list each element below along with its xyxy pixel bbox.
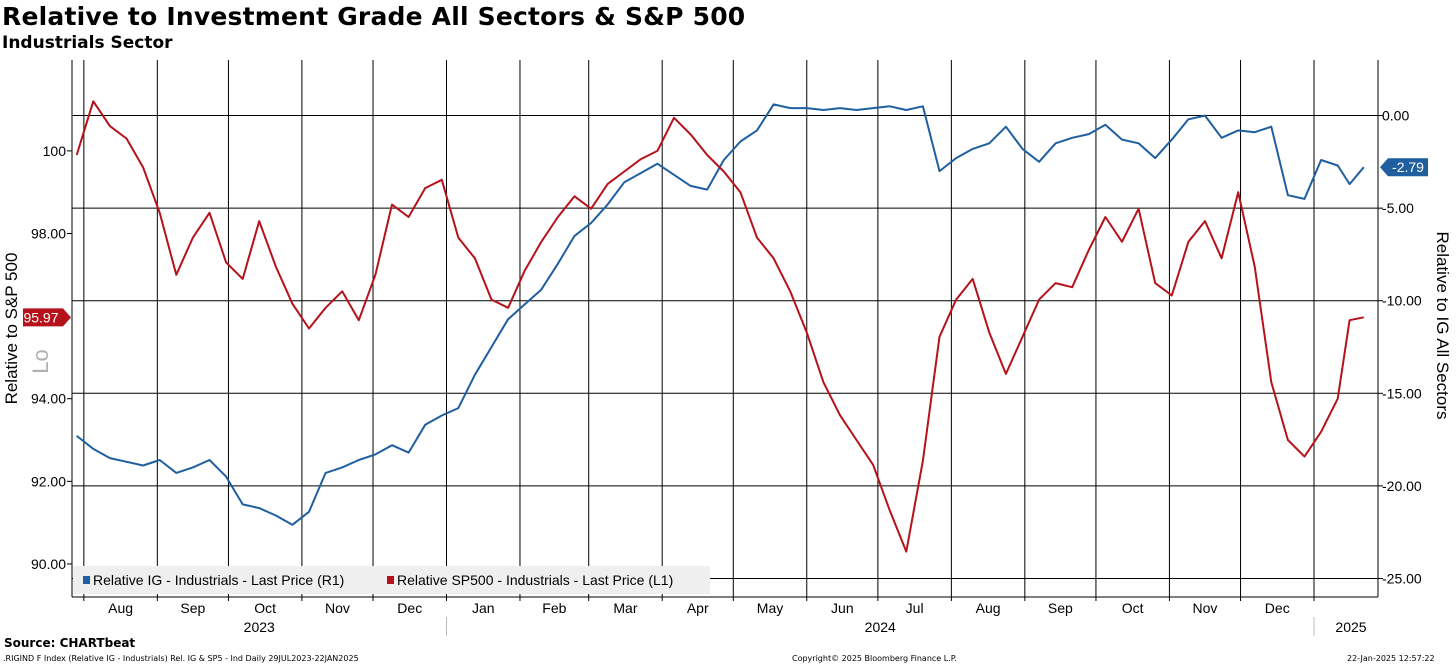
chart-title: Relative to Investment Grade All Sectors…	[2, 2, 746, 31]
month-label: May	[757, 600, 783, 616]
month-label: Jan	[472, 600, 495, 616]
right-tick-label: -25.00	[1382, 570, 1422, 586]
timestamp: 22-Jan-2025 12:57:22	[1347, 654, 1435, 663]
series-line-ig	[76, 103, 1365, 526]
year-label: 2025	[1335, 619, 1366, 635]
month-label: Mar	[613, 600, 637, 616]
year-label: 2023	[244, 619, 275, 635]
month-label: Aug	[108, 600, 133, 616]
right-axis-title: Relative to IG All Sectors	[1433, 231, 1452, 419]
month-label: Aug	[976, 600, 1001, 616]
legend-label-ig: Relative IG - Industrials - Last Price (…	[93, 572, 344, 588]
legend-swatch-sp500	[387, 576, 394, 584]
month-label: Nov	[325, 600, 350, 616]
month-label: Dec	[397, 600, 422, 616]
month-label: Oct	[254, 600, 276, 616]
month-label: Apr	[687, 600, 709, 616]
left-tick-label: 98.00	[31, 225, 66, 241]
legend-swatch-ig	[83, 576, 90, 584]
source-label: Source: CHARTbeat	[4, 636, 136, 650]
month-label: Dec	[1265, 600, 1290, 616]
left-tick-label: 92.00	[31, 473, 66, 489]
month-label: Jul	[906, 600, 924, 616]
right-tick-label: -20.00	[1382, 478, 1422, 494]
month-label: Oct	[1122, 600, 1144, 616]
right-tick-label: -10.00	[1382, 293, 1422, 309]
watermark-text: Lo	[28, 349, 53, 373]
legend-label-sp500: Relative SP500 - Industrials - Last Pric…	[397, 572, 673, 588]
left-tick-label: 100	[43, 143, 67, 159]
month-label: Sep	[1048, 600, 1073, 616]
copyright-note: Copyright© 2025 Bloomberg Finance L.P.	[792, 654, 957, 663]
left-tick-label: 94.00	[31, 391, 66, 407]
ticker-info: .RIGIND F Index (Relative IG - Industria…	[3, 654, 359, 663]
month-label: Sep	[180, 600, 205, 616]
last-value-left: 95.97	[23, 309, 58, 325]
right-tick-label: -15.00	[1382, 385, 1422, 401]
month-label: Jun	[831, 600, 854, 616]
series-line-sp500	[75, 100, 1365, 553]
right-tick-label: -5.00	[1382, 200, 1414, 216]
chart-subtitle: Industrials Sector	[2, 33, 173, 53]
right-tick-label: 0.00	[1382, 108, 1409, 124]
month-label: Nov	[1193, 600, 1218, 616]
month-label: Feb	[542, 600, 566, 616]
last-value-tag-right	[1380, 158, 1428, 177]
left-tick-label: 90.00	[31, 556, 66, 572]
last-value-right: -2.79	[1392, 159, 1424, 175]
last-value-tag-left	[23, 308, 71, 327]
year-label: 2024	[865, 619, 896, 635]
left-axis-title: Relative to S&P 500	[2, 253, 21, 405]
